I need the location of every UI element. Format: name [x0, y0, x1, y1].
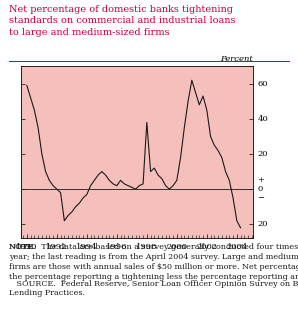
Text: NOTE.  The data are based on a survey generally conducted four times per
year; t: NOTE. The data are based on a survey gen…: [9, 243, 298, 281]
Text: NOTE.: NOTE.: [9, 243, 36, 251]
Text: Percent: Percent: [221, 55, 253, 63]
Text: SOURCE.  Federal Reserve, Senior Loan Officer Opinion Survey on Bank
Lending Pra: SOURCE. Federal Reserve, Senior Loan Off…: [9, 280, 298, 298]
Text: Net percentage of domestic banks tightening
standards on commercial and industri: Net percentage of domestic banks tighten…: [9, 5, 235, 37]
